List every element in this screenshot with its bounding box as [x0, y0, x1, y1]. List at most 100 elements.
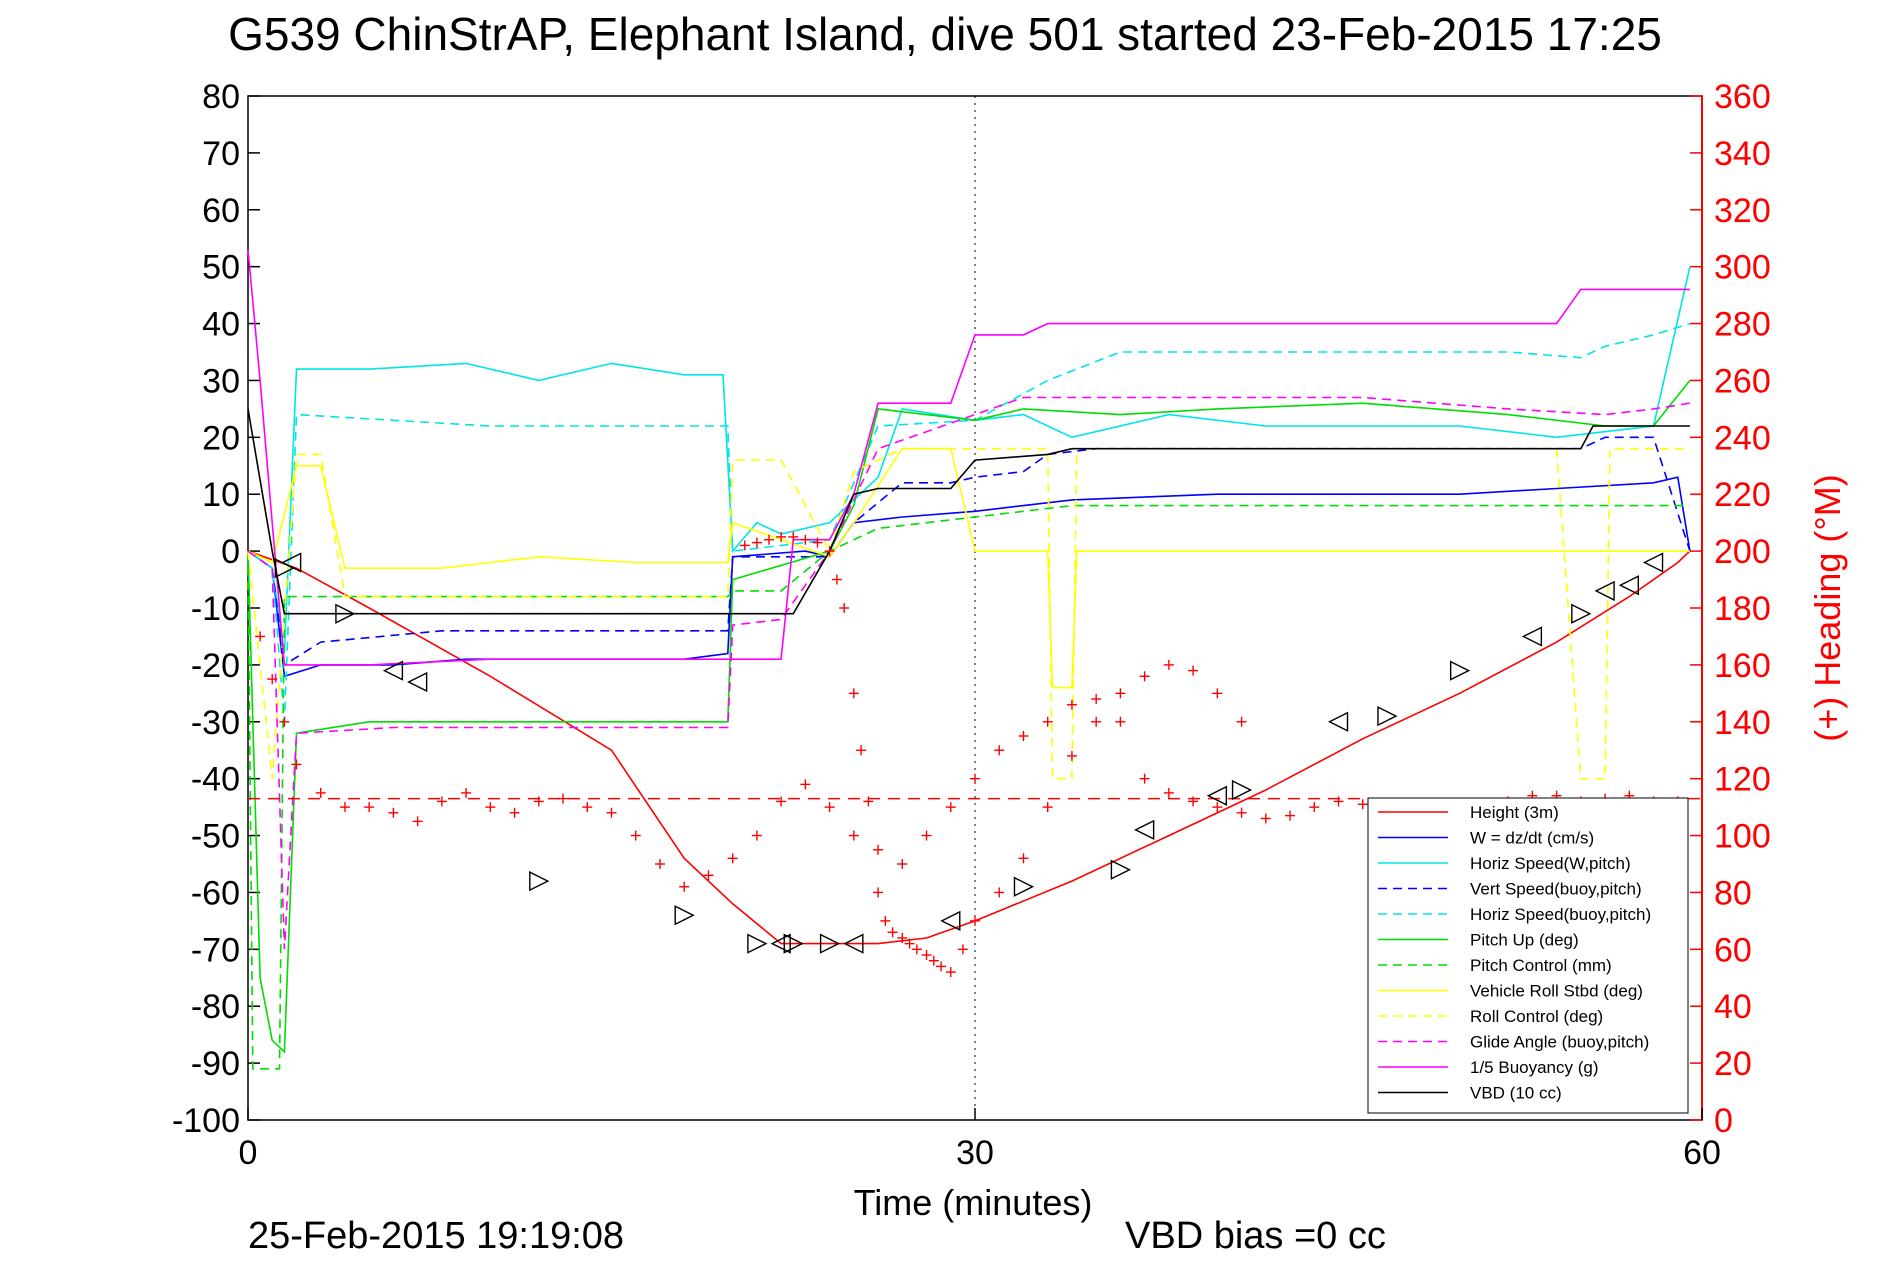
- y-tick-label-right: 320: [1714, 192, 1771, 230]
- legend-label-6: Pitch Control (mm): [1470, 956, 1612, 975]
- series-line-8: [247, 447, 1690, 780]
- heading-point: [364, 802, 375, 813]
- heading-point: [848, 688, 859, 699]
- y-tick-label-right: 280: [1714, 306, 1771, 344]
- heading-point: [970, 915, 980, 926]
- heading-point: [679, 881, 690, 892]
- heading-point: [911, 944, 922, 955]
- height-marker-right: [1571, 603, 1592, 624]
- series-line-2: [247, 266, 1691, 654]
- heading-point: [1163, 659, 1174, 670]
- heading-point: [1018, 853, 1029, 864]
- y-tick-label-right: 220: [1714, 476, 1771, 514]
- heading-point: [339, 802, 350, 813]
- height-marker-right: [1231, 779, 1253, 801]
- heading-point: [291, 759, 302, 770]
- heading-point: [461, 787, 472, 798]
- heading-point: [1212, 688, 1223, 699]
- y-tick-label-left: -30: [191, 704, 240, 742]
- legend-label-7: Vehicle Roll Stbd (deg): [1470, 982, 1643, 1001]
- heading-point: [485, 802, 496, 813]
- heading-point: [558, 793, 569, 804]
- y-tick-label-left: -60: [191, 874, 240, 912]
- legend-label-2: Horiz Speed(W,pitch): [1470, 854, 1631, 873]
- y-tick-label-right: 240: [1714, 419, 1771, 457]
- y-tick-label-left: -40: [191, 761, 240, 799]
- heading-point: [582, 802, 593, 813]
- legend-label-0: Height (3m): [1470, 803, 1559, 822]
- height-marker-left: [1594, 580, 1615, 602]
- heading-point: [1139, 773, 1150, 784]
- heading-point: [1236, 716, 1247, 727]
- height-marker-right: [529, 870, 550, 892]
- x-tick-label: 30: [956, 1134, 994, 1172]
- y-tick-label-left: -10: [191, 590, 240, 628]
- heading-point: [412, 816, 423, 827]
- y-tick-label-right: 140: [1714, 704, 1771, 742]
- y2-axis-label: (+) Heading (°M): [1807, 474, 1848, 741]
- x-tick-label: 0: [239, 1134, 258, 1172]
- heading-point: [887, 927, 898, 938]
- heading-point: [1285, 810, 1296, 821]
- heading-point: [1091, 694, 1102, 705]
- y-tick-label-right: 260: [1714, 362, 1771, 400]
- legend-label-9: Glide Angle (buoy,pitch): [1470, 1033, 1649, 1052]
- heading-point: [1333, 796, 1344, 807]
- heading-point: [1163, 787, 1174, 798]
- heading-point: [654, 859, 665, 869]
- height-marker-left: [1642, 552, 1664, 573]
- series-line-11: [247, 408, 1690, 615]
- heading-point: [1139, 671, 1150, 682]
- heading-point: [921, 830, 932, 841]
- heading-point: [255, 631, 266, 642]
- heading-point: [1091, 716, 1102, 727]
- heading-point: [936, 961, 947, 972]
- series-line-10: [247, 249, 1690, 666]
- y-tick-label-left: 40: [202, 306, 240, 344]
- heading-point: [1357, 799, 1368, 810]
- heading-point: [824, 546, 835, 557]
- y-tick-label-left: 80: [202, 78, 240, 116]
- heading-point: [1018, 731, 1029, 741]
- height-marker-right: [674, 905, 695, 926]
- legend-label-8: Roll Control (deg): [1470, 1007, 1603, 1026]
- y-tick-label-left: -50: [191, 818, 240, 856]
- y-tick-label-left: 10: [202, 476, 240, 514]
- y-tick-label-right: 200: [1714, 533, 1771, 571]
- heading-point: [1236, 807, 1247, 818]
- legend-label-5: Pitch Up (deg): [1470, 931, 1579, 950]
- y-tick-label-left: -90: [191, 1045, 240, 1083]
- heading-point: [315, 787, 326, 798]
- heading-point: [880, 915, 891, 926]
- y-tick-label-left: 60: [202, 192, 240, 230]
- y-tick-label-right: 360: [1714, 78, 1771, 116]
- heading-point: [1066, 699, 1077, 710]
- y-tick-label-left: -80: [191, 988, 240, 1026]
- heading-point: [873, 844, 884, 855]
- height-marker-right: [1013, 876, 1035, 897]
- heading-point: [1260, 813, 1271, 824]
- height-marker-left: [1134, 819, 1155, 840]
- heading-point: [1042, 716, 1053, 727]
- legend-label-3: Vert Speed(buoy,pitch): [1470, 880, 1642, 899]
- y-tick-label-right: 60: [1714, 931, 1752, 969]
- height-marker-left: [843, 933, 864, 954]
- heading-point: [921, 950, 932, 961]
- height-marker-left: [281, 552, 302, 573]
- y-tick-label-right: 40: [1714, 988, 1752, 1026]
- heading-point: [863, 796, 874, 807]
- heading-point: [751, 830, 762, 841]
- heading-point: [436, 796, 447, 807]
- heading-point: [897, 859, 908, 869]
- heading-point: [1188, 665, 1199, 676]
- height-marker-left: [1618, 575, 1640, 596]
- y-tick-label-right: 80: [1714, 874, 1752, 912]
- heading-point: [776, 531, 787, 542]
- heading-point: [800, 534, 811, 545]
- series-line-0: [247, 550, 1691, 945]
- legend-box: [1367, 797, 1689, 1114]
- heading-point: [776, 796, 787, 807]
- y-tick-label-left: 20: [202, 419, 240, 457]
- height-marker-left: [770, 933, 791, 954]
- heading-point: [945, 802, 956, 813]
